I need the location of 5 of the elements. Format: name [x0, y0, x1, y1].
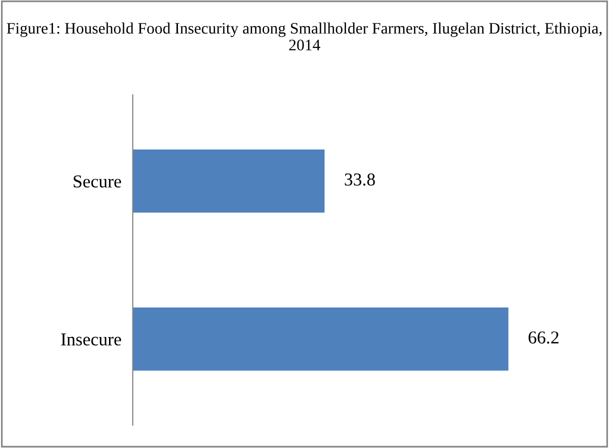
data-label: 33.8 — [344, 173, 375, 186]
chart-title: Figure1: Household Food Insecurity among Smallholder Farmers, Ilugelan District, Ethiopia, 2014 — [6, 22, 602, 50]
data-label: 66.2 — [528, 331, 558, 344]
y-tick-label: Insecure — [61, 333, 122, 346]
y-tick-label: Secure — [74, 175, 122, 188]
